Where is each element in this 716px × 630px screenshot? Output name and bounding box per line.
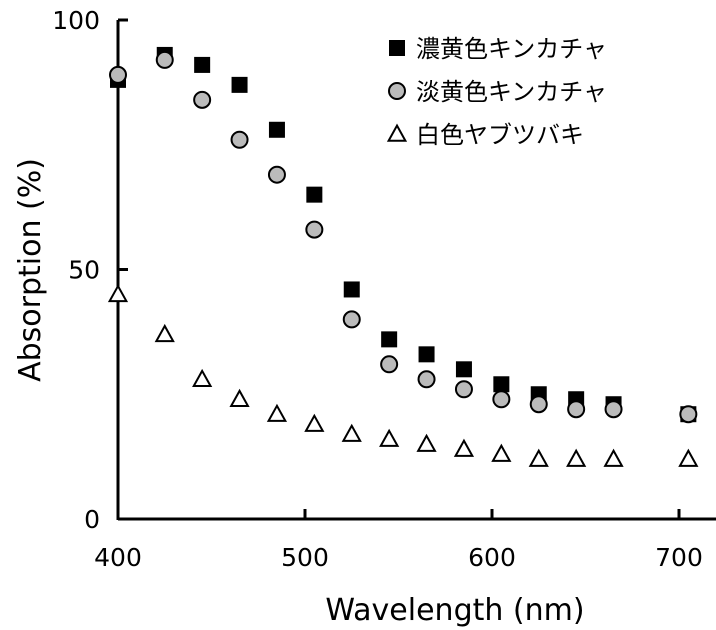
series-2-point <box>604 400 623 419</box>
series-3 <box>107 283 699 467</box>
series-3-point <box>453 438 475 457</box>
ticks: 0 50 100 400 500 600 700 <box>52 6 703 572</box>
series-1-point <box>231 76 248 93</box>
series-2-point <box>342 310 361 329</box>
series-3-point <box>266 403 288 422</box>
legend-label: 白色ヤブツバキ <box>416 121 584 149</box>
series-3-point <box>491 443 512 462</box>
series-2 <box>109 50 698 424</box>
x-tick-label: 400 <box>94 543 142 572</box>
series-3-point <box>566 448 587 467</box>
x-axis-label: Wavelength (nm) <box>325 593 584 628</box>
series-2-point <box>492 390 511 409</box>
series-3-point <box>678 448 699 467</box>
legend-label: 濃黄色キンカチャ <box>416 35 607 63</box>
y-axis-label: Absorption (%) <box>13 158 48 382</box>
y-tick-label: 0 <box>84 505 100 534</box>
series-3-point <box>154 323 175 343</box>
series-3-point <box>229 388 250 407</box>
series-1-point <box>194 56 211 73</box>
series-1-point <box>306 186 323 203</box>
series-2-point <box>155 50 174 69</box>
legend-marker <box>386 123 408 142</box>
series-2-point <box>193 90 212 109</box>
series-2-point <box>417 370 436 389</box>
series-2-point <box>305 220 324 239</box>
series-2-point <box>529 395 548 414</box>
series-3-point <box>379 428 400 447</box>
series-1-point <box>381 331 398 348</box>
legend-marker <box>388 82 406 100</box>
series-3-point <box>603 448 624 467</box>
series-3-point <box>304 413 325 432</box>
x-tick-label: 700 <box>655 543 703 572</box>
series-3-point <box>107 283 129 303</box>
series-2-point <box>567 400 586 419</box>
series-3-point <box>341 423 362 442</box>
legend-label: 淡黄色キンカチャ <box>416 78 607 106</box>
series-3-point <box>192 368 213 387</box>
y-tick-label: 50 <box>68 256 100 285</box>
series-1-point <box>343 281 360 298</box>
series-1-point <box>455 361 472 378</box>
data-points <box>107 46 699 467</box>
series-3-point <box>416 433 437 452</box>
series-2-point <box>380 355 399 374</box>
y-tick-label: 100 <box>52 6 100 35</box>
x-tick-label: 600 <box>468 543 516 572</box>
series-3-point <box>528 448 549 467</box>
series-2-point <box>267 165 286 184</box>
x-tick-label: 500 <box>281 543 329 572</box>
series-1-point <box>418 346 435 363</box>
series-2-point <box>230 130 249 149</box>
legend-marker <box>389 40 405 56</box>
series-2-point <box>679 405 698 424</box>
series-2-point <box>109 65 127 84</box>
series-2-point <box>454 380 473 399</box>
series-1-point <box>268 121 285 138</box>
series-1-point <box>493 376 510 393</box>
